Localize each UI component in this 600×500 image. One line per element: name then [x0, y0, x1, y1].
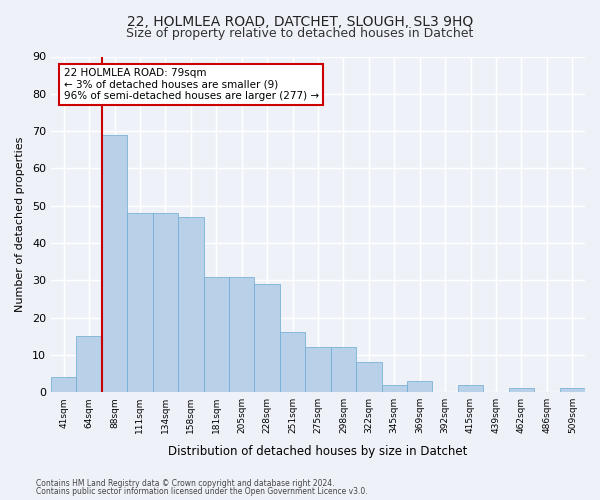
Bar: [203, 276, 229, 392]
Text: Contains public sector information licensed under the Open Government Licence v3: Contains public sector information licen…: [36, 487, 368, 496]
Bar: [305, 348, 331, 392]
Bar: [509, 388, 534, 392]
Bar: [560, 388, 585, 392]
Bar: [356, 362, 382, 392]
Bar: [102, 135, 127, 392]
Bar: [280, 332, 305, 392]
Bar: [152, 213, 178, 392]
Text: Contains HM Land Registry data © Crown copyright and database right 2024.: Contains HM Land Registry data © Crown c…: [36, 478, 335, 488]
Bar: [51, 377, 76, 392]
Y-axis label: Number of detached properties: Number of detached properties: [15, 136, 25, 312]
Text: Size of property relative to detached houses in Datchet: Size of property relative to detached ho…: [127, 28, 473, 40]
Bar: [127, 213, 152, 392]
Bar: [254, 284, 280, 392]
Text: 22, HOLMLEA ROAD, DATCHET, SLOUGH, SL3 9HQ: 22, HOLMLEA ROAD, DATCHET, SLOUGH, SL3 9…: [127, 15, 473, 29]
Bar: [458, 384, 483, 392]
Bar: [382, 384, 407, 392]
X-axis label: Distribution of detached houses by size in Datchet: Distribution of detached houses by size …: [168, 444, 467, 458]
Bar: [331, 348, 356, 392]
Bar: [229, 276, 254, 392]
Text: 22 HOLMLEA ROAD: 79sqm
← 3% of detached houses are smaller (9)
96% of semi-detac: 22 HOLMLEA ROAD: 79sqm ← 3% of detached …: [64, 68, 319, 101]
Bar: [178, 217, 203, 392]
Bar: [407, 381, 433, 392]
Bar: [76, 336, 102, 392]
